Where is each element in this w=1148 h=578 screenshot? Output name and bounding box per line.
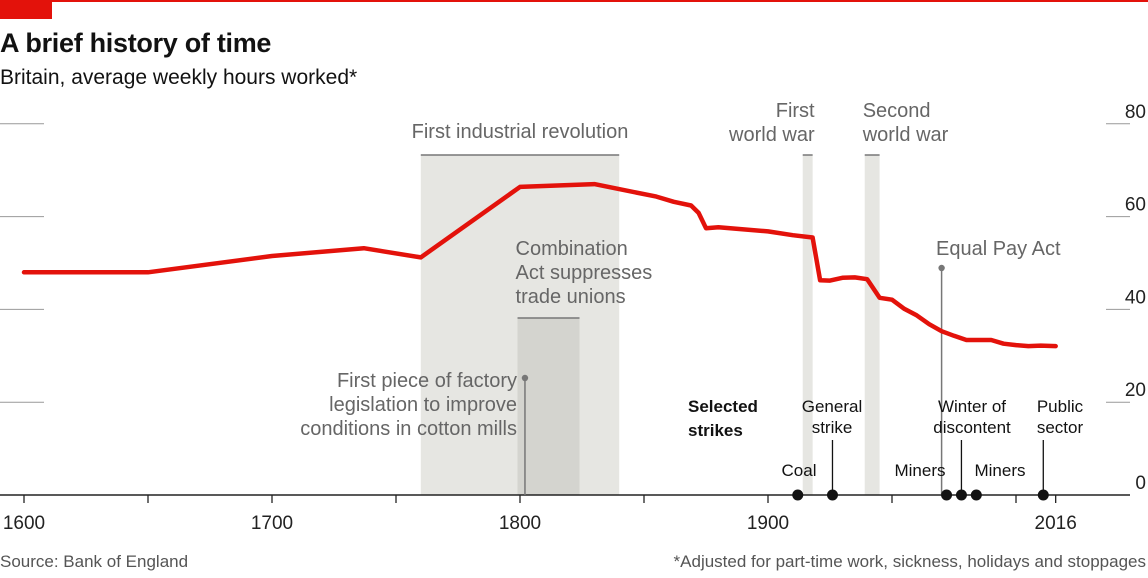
top-rule: [0, 0, 1148, 2]
strike-label-5: Public sector: [1037, 397, 1084, 437]
footnote: *Adjusted for part-time work, sickness, …: [673, 552, 1146, 571]
strike-marker-2: [941, 489, 953, 501]
y-tick-label-60: 60: [1125, 195, 1146, 216]
band-second-world-war: [864, 155, 880, 495]
strikes-heading: Selected strikes: [688, 397, 758, 440]
x-tick-label-1700: 1700: [251, 513, 293, 534]
strike-marker-4: [970, 489, 982, 501]
annotation-first-world-war: First world war: [728, 100, 815, 146]
strike-marker-3: [955, 489, 967, 501]
annotation-combination-act: Combination Act suppresses trade unions: [516, 238, 653, 308]
x-tick-label-1600: 1600: [3, 513, 45, 534]
x-tick-label-1900: 1900: [747, 513, 789, 534]
strike-label-2: Miners: [894, 461, 945, 480]
factory-legislation-dot: [521, 374, 529, 382]
strike-marker-5: [1037, 489, 1049, 501]
chart-title: A brief history of time: [0, 28, 272, 58]
source-note: Source: Bank of England: [0, 552, 189, 571]
y-tick-label-80: 80: [1125, 102, 1146, 123]
series-line-weekly-hours: [21, 181, 1058, 349]
strike-label-4: Miners: [974, 461, 1025, 480]
annotation-equal-pay-act: Equal Pay Act: [936, 238, 1061, 260]
y-tick-label-20: 20: [1125, 380, 1146, 401]
chart-subtitle: Britain, average weekly hours worked*: [0, 66, 358, 89]
strike-marker-1: [826, 489, 838, 501]
strike-label-1: General strike: [802, 397, 862, 437]
band-combination-act: [517, 318, 580, 495]
brand-flag: [0, 0, 52, 19]
x-tick-label-1800: 1800: [499, 513, 541, 534]
annotation-industrial-revolution: First industrial revolution: [412, 121, 629, 143]
annotation-factory-legislation: First piece of factory legislation to imp…: [300, 370, 517, 440]
strike-marker-0: [792, 489, 804, 501]
strike-label-3: Winter of discontent: [933, 397, 1011, 437]
y-tick-label-40: 40: [1125, 287, 1146, 308]
x-tick-label-2016: 2016: [1035, 513, 1077, 534]
equal-pay-dot: [938, 264, 945, 272]
band-first-world-war: [802, 155, 813, 495]
strike-label-0: Coal: [782, 461, 817, 480]
y-tick-label-0: 0: [1135, 473, 1146, 494]
annotation-second-world-war: Second world war: [862, 100, 949, 146]
